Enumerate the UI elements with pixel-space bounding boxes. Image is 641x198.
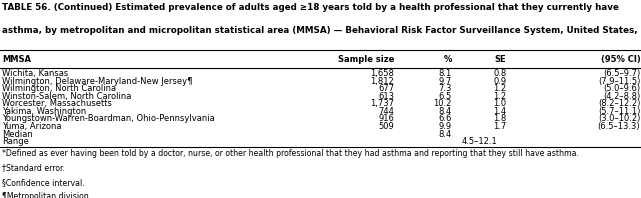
Text: (6.5–9.7): (6.5–9.7) <box>603 69 640 78</box>
Text: 1.2: 1.2 <box>494 92 506 101</box>
Text: Worcester, Massachusetts: Worcester, Massachusetts <box>2 99 112 108</box>
Text: 8.4: 8.4 <box>438 107 452 116</box>
Text: 4.5–12.1: 4.5–12.1 <box>462 137 497 146</box>
Text: 0.9: 0.9 <box>494 77 506 86</box>
Text: (3.0–10.2): (3.0–10.2) <box>598 114 640 124</box>
Text: (6.5–13.3): (6.5–13.3) <box>598 122 640 131</box>
Text: Youngstown-Warren-Boardman, Ohio-Pennsylvania: Youngstown-Warren-Boardman, Ohio-Pennsyl… <box>2 114 215 124</box>
Text: Range: Range <box>2 137 29 146</box>
Text: 10.2: 10.2 <box>433 99 452 108</box>
Text: SE: SE <box>495 55 506 64</box>
Text: 8.4: 8.4 <box>438 130 452 139</box>
Text: *Defined as ever having been told by a doctor, nurse, or other health profession: *Defined as ever having been told by a d… <box>2 149 579 158</box>
Text: Wichita, Kansas: Wichita, Kansas <box>2 69 68 78</box>
Text: 613: 613 <box>378 92 394 101</box>
Text: (4.2–8.8): (4.2–8.8) <box>603 92 640 101</box>
Text: %: % <box>444 55 452 64</box>
Text: 7.3: 7.3 <box>438 84 452 93</box>
Text: 1,737: 1,737 <box>370 99 394 108</box>
Text: (8.2–12.2): (8.2–12.2) <box>598 99 640 108</box>
Text: Yuma, Arizona: Yuma, Arizona <box>2 122 62 131</box>
Text: ¶Metropolitan division.: ¶Metropolitan division. <box>2 192 91 198</box>
Text: 1.7: 1.7 <box>493 122 506 131</box>
Text: Winston-Salem, North Carolina: Winston-Salem, North Carolina <box>2 92 131 101</box>
Text: 8.1: 8.1 <box>438 69 452 78</box>
Text: 916: 916 <box>378 114 394 124</box>
Text: 6.6: 6.6 <box>438 114 452 124</box>
Text: 1,812: 1,812 <box>370 77 394 86</box>
Text: (95% CI): (95% CI) <box>601 55 640 64</box>
Text: 1.8: 1.8 <box>493 114 506 124</box>
Text: 1.4: 1.4 <box>494 107 506 116</box>
Text: 0.8: 0.8 <box>493 69 506 78</box>
Text: Yakima, Washington: Yakima, Washington <box>2 107 86 116</box>
Text: asthma, by metropolitan and micropolitan statistical area (MMSA) — Behavioral Ri: asthma, by metropolitan and micropolitan… <box>2 26 641 35</box>
Text: Wilmington, Delaware-Maryland-New Jersey¶: Wilmington, Delaware-Maryland-New Jersey… <box>2 77 192 86</box>
Text: Wilmington, North Carolina: Wilmington, North Carolina <box>2 84 116 93</box>
Text: †Standard error.: †Standard error. <box>2 163 65 172</box>
Text: 1.0: 1.0 <box>494 99 506 108</box>
Text: (7.9–11.5): (7.9–11.5) <box>598 77 640 86</box>
Text: TABLE 56. (Continued) Estimated prevalence of adults aged ≥18 years told by a he: TABLE 56. (Continued) Estimated prevalen… <box>2 3 619 12</box>
Text: 744: 744 <box>378 107 394 116</box>
Text: 9.9: 9.9 <box>439 122 452 131</box>
Text: Median: Median <box>2 130 33 139</box>
Text: 1.2: 1.2 <box>494 84 506 93</box>
Text: Sample size: Sample size <box>338 55 394 64</box>
Text: MMSA: MMSA <box>2 55 31 64</box>
Text: 6.5: 6.5 <box>438 92 452 101</box>
Text: 509: 509 <box>378 122 394 131</box>
Text: (5.7–11.1): (5.7–11.1) <box>598 107 640 116</box>
Text: §Confidence interval.: §Confidence interval. <box>2 178 85 187</box>
Text: 9.7: 9.7 <box>438 77 452 86</box>
Text: (5.0–9.6): (5.0–9.6) <box>603 84 640 93</box>
Text: 677: 677 <box>378 84 394 93</box>
Text: 1,658: 1,658 <box>370 69 394 78</box>
